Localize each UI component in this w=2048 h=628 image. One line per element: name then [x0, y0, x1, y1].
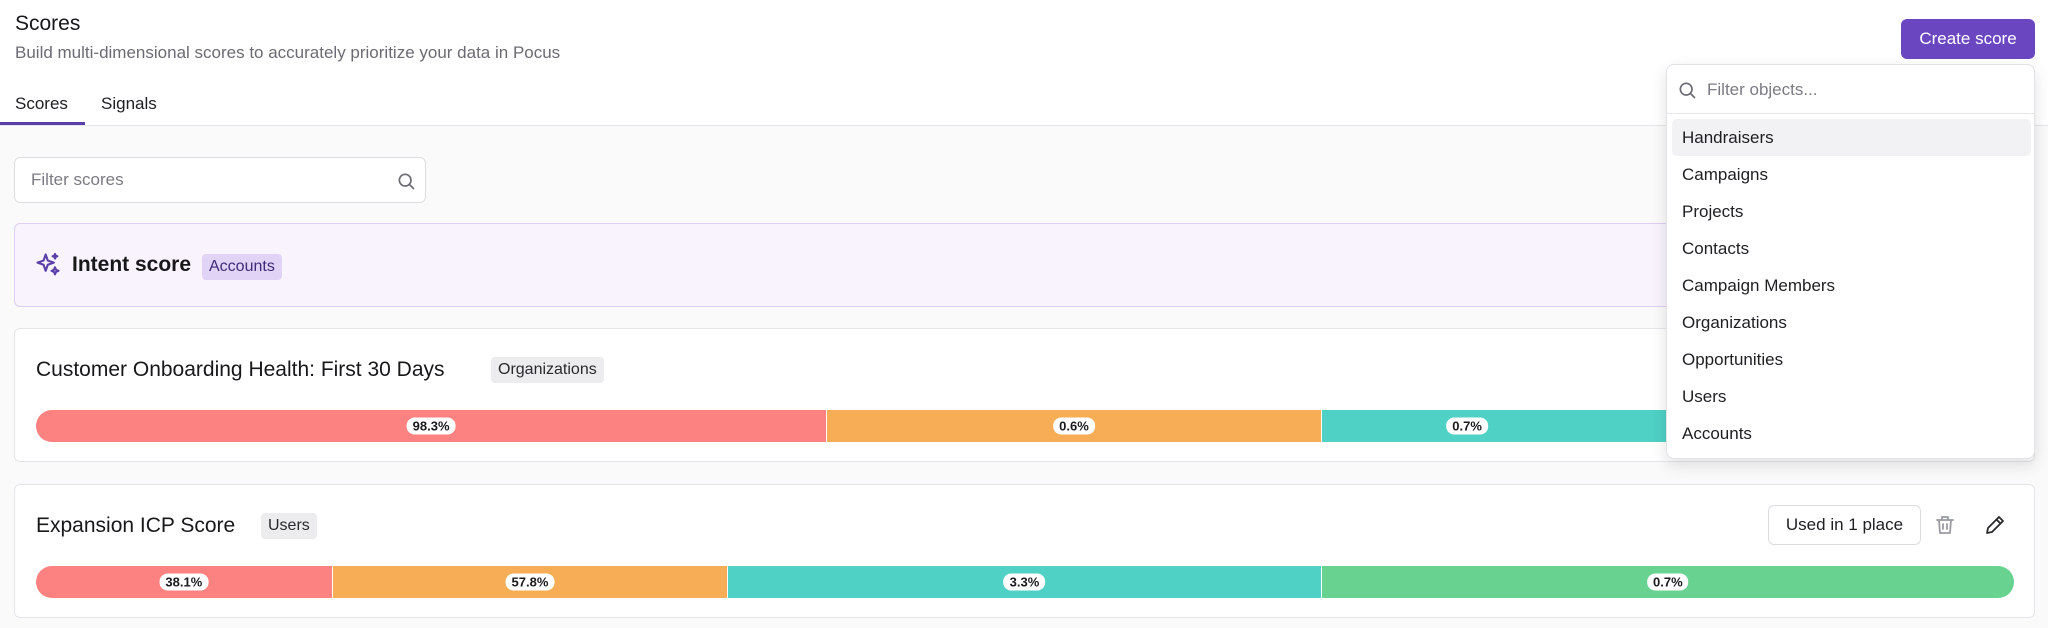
sparkle-icon: [36, 252, 60, 276]
segment-percent: 0.7%: [1446, 417, 1488, 435]
object-option-accounts[interactable]: Accounts: [1682, 424, 1752, 443]
score-title: Customer Onboarding Health: First 30 Day…: [36, 358, 445, 381]
used-in-places-button[interactable]: Used in 1 place: [1768, 505, 1921, 545]
object-badge: Accounts: [202, 254, 282, 280]
object-list: Handraisers Campaigns Projects Contacts …: [1672, 119, 2031, 452]
object-picker-dropdown: Handraisers Campaigns Projects Contacts …: [1666, 64, 2035, 459]
segment-percent: 3.3%: [1003, 573, 1046, 591]
bar-segment: 98.3%: [36, 410, 828, 442]
object-option-handraisers[interactable]: Handraisers: [1672, 119, 2031, 156]
filter-scores-box: [14, 157, 426, 203]
pencil-icon[interactable]: [1983, 513, 2007, 537]
intent-score-title: Intent score: [72, 253, 192, 276]
segment-percent: 0.6%: [1053, 417, 1095, 435]
object-option-organizations[interactable]: Organizations: [1682, 313, 1787, 332]
filter-scores-input[interactable]: [15, 158, 385, 202]
object-option-campaigns[interactable]: Campaigns: [1682, 165, 1768, 184]
page-subtitle: Build multi-dimensional scores to accura…: [15, 43, 561, 62]
search-icon: [398, 173, 415, 190]
segment-percent: 38.1%: [159, 573, 209, 591]
score-card[interactable]: Expansion ICP Score Users Used in 1 plac…: [14, 484, 2035, 618]
object-badge: Users: [261, 513, 317, 539]
object-option-contacts[interactable]: Contacts: [1682, 239, 1750, 258]
create-score-button[interactable]: Create score: [1901, 19, 2035, 59]
segment-percent: 57.8%: [505, 573, 555, 591]
tab-signals[interactable]: Signals: [101, 94, 157, 113]
divider: [1667, 113, 2034, 114]
page-title: Scores: [15, 12, 81, 35]
page-header: Scores Build multi-dimensional scores to…: [0, 0, 2048, 126]
tab-scores[interactable]: Scores: [15, 94, 68, 113]
bar-segment: 3.3%: [728, 566, 1322, 598]
object-option-campaign-members[interactable]: Campaign Members: [1682, 276, 1836, 295]
segment-percent: 98.3%: [406, 417, 456, 435]
bar-segment: 38.1%: [36, 566, 333, 598]
object-option-projects[interactable]: Projects: [1682, 202, 1744, 221]
bar-segment: 0.6%: [827, 410, 1322, 442]
object-option-users[interactable]: Users: [1682, 387, 1727, 406]
trash-icon[interactable]: [1933, 513, 1957, 537]
score-title: Expansion ICP Score: [36, 514, 236, 537]
score-distribution-bar: 38.1% 57.8% 3.3% 0.7%: [36, 566, 2014, 598]
bar-segment: 57.8%: [332, 566, 729, 598]
active-tab-indicator: [0, 122, 85, 125]
bar-segment: 0.7%: [1321, 566, 2014, 598]
filter-objects-input[interactable]: [1707, 71, 2023, 109]
object-badge: Organizations: [491, 357, 604, 383]
search-icon: [1679, 82, 1696, 99]
object-option-opportunities[interactable]: Opportunities: [1682, 350, 1784, 369]
segment-percent: 0.7%: [1646, 573, 1689, 591]
